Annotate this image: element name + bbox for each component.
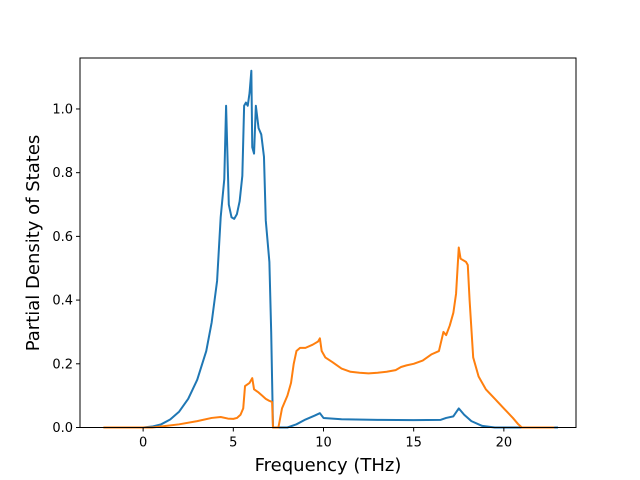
x-axis-label: Frequency (THz)	[255, 455, 402, 476]
y-tick-label: 0.4	[52, 294, 73, 309]
x-tick-label: 20	[496, 436, 513, 451]
x-tick-label: 15	[405, 436, 422, 451]
x-axis-ticks: 0 5 10 15 20	[139, 427, 513, 451]
y-tick-label: 1.0	[52, 102, 73, 117]
series-line-1	[103, 69, 558, 429]
x-tick-label: 5	[229, 436, 237, 451]
y-tick-label: 0.2	[52, 357, 73, 372]
y-tick-label: 0.6	[52, 230, 73, 245]
y-tick-label: 0.0	[52, 421, 73, 436]
y-tick-label: 0.8	[52, 166, 73, 181]
y-axis-ticks: 0.0 0.2 0.4 0.6 0.8 1.0	[52, 102, 80, 436]
y-axis-label: Partial Density of States	[23, 135, 44, 352]
series-line-2	[103, 246, 555, 429]
plot-frame	[79, 57, 577, 428]
x-tick-label: 10	[315, 436, 332, 451]
x-tick-label: 0	[139, 436, 147, 451]
series-group	[103, 69, 558, 429]
